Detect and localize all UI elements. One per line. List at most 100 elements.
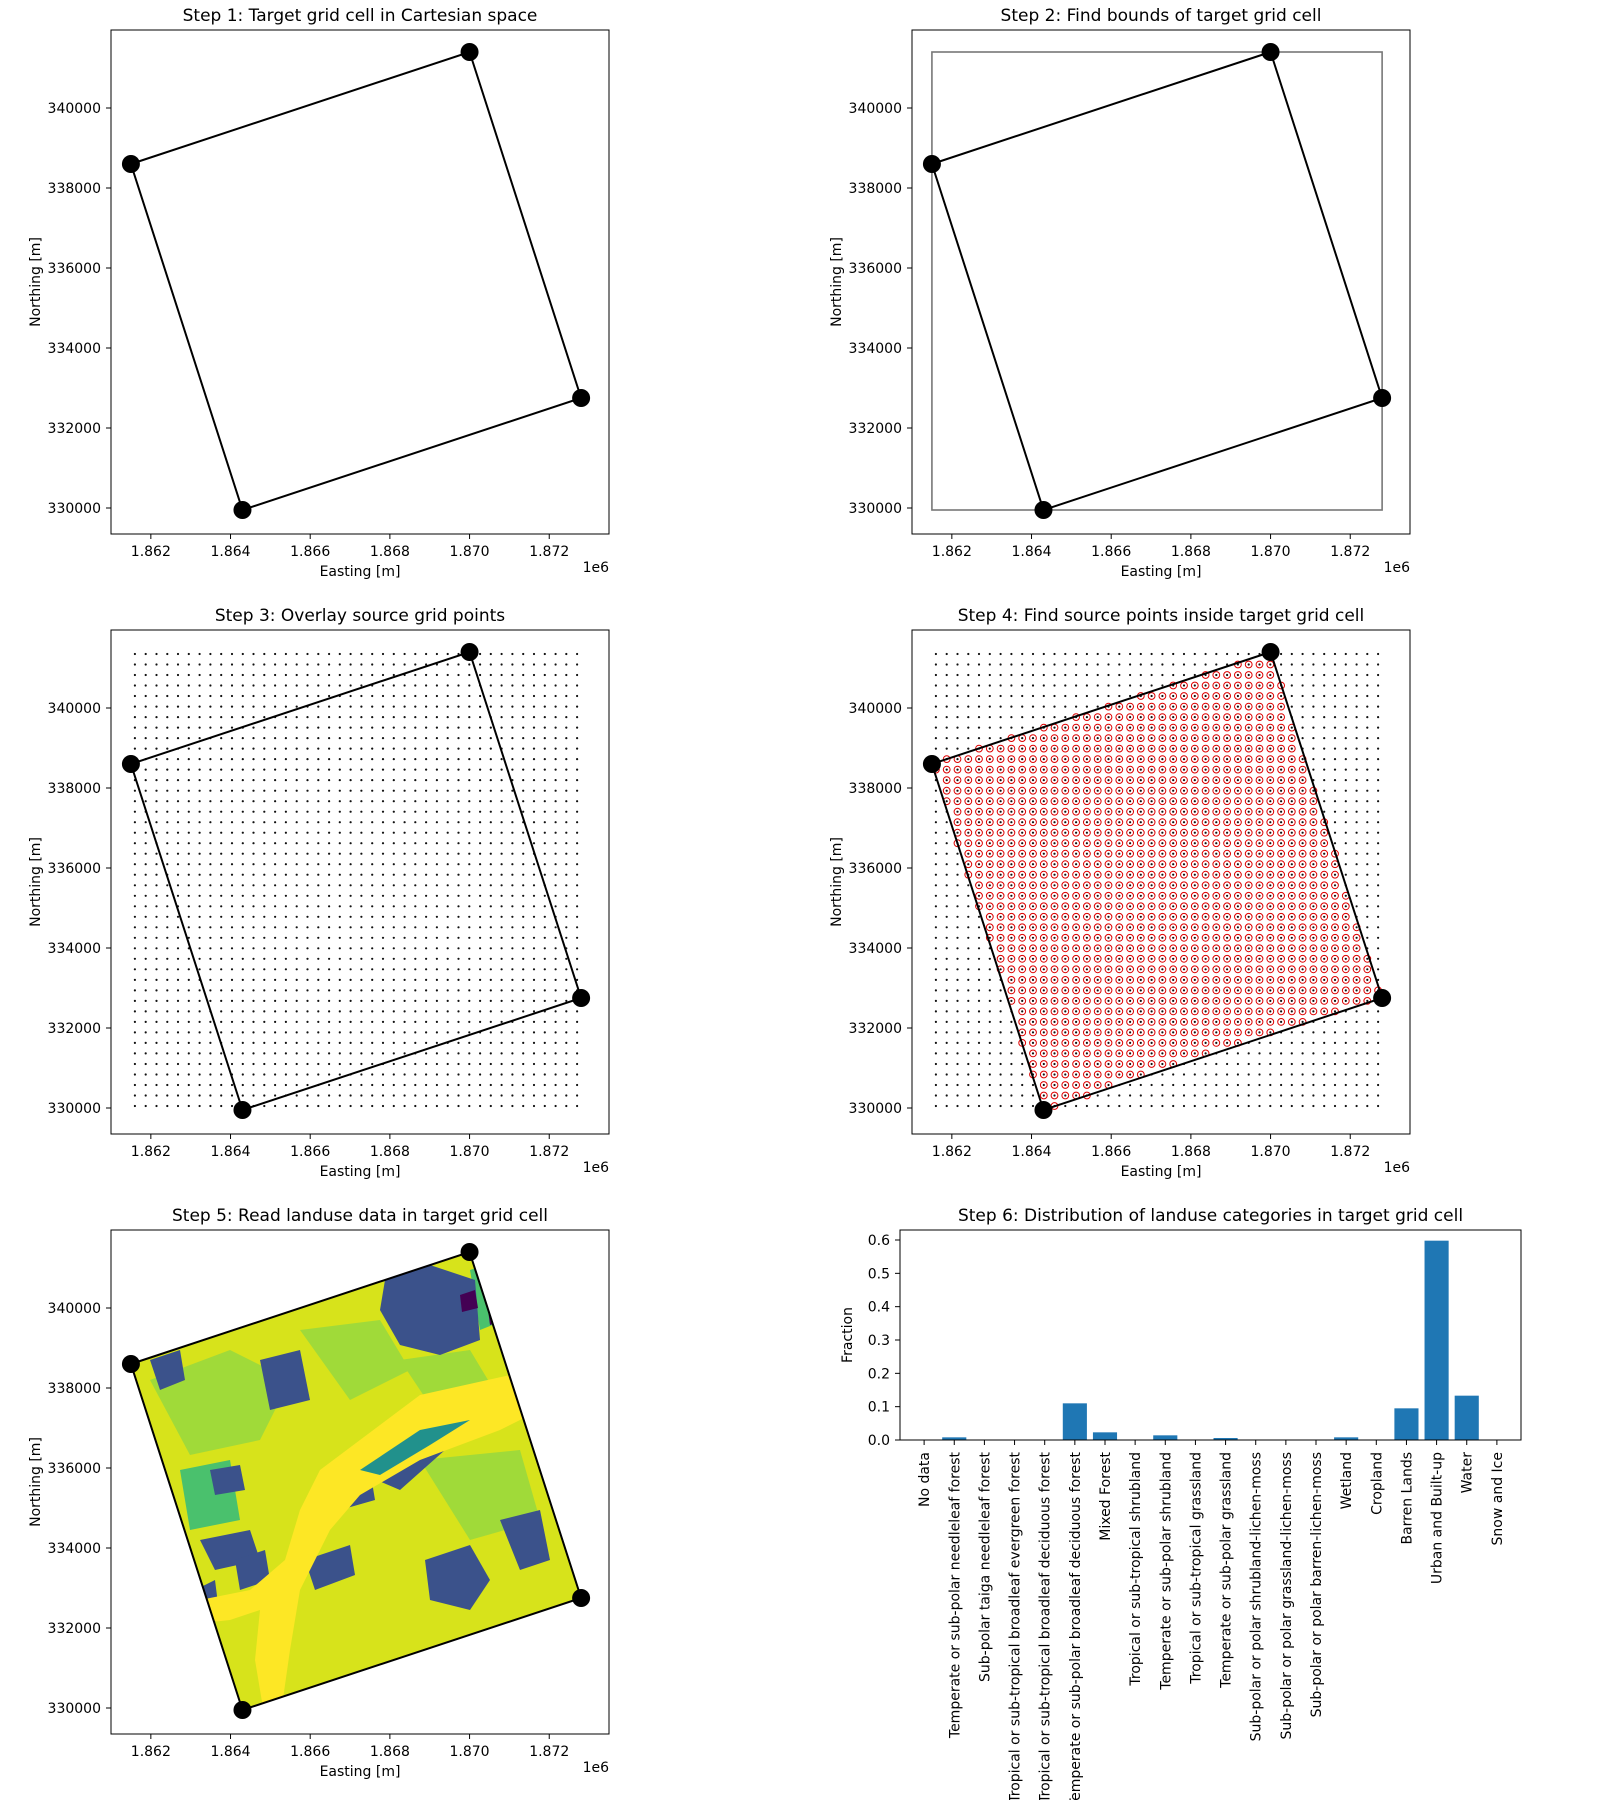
source-point (1182, 737, 1186, 740)
source-point (543, 768, 546, 771)
inside-point (1309, 881, 1318, 890)
source-point (988, 1104, 991, 1108)
source-point (187, 810, 190, 813)
source-point (956, 789, 959, 792)
source-point (371, 915, 374, 918)
source-point (554, 936, 557, 939)
inside-point (1244, 660, 1253, 669)
inside-point (1180, 986, 1188, 995)
source-point (252, 1052, 255, 1055)
source-point (479, 968, 482, 971)
inside-point (1029, 765, 1037, 774)
source-point (414, 716, 417, 719)
inside-point (1287, 965, 1296, 974)
source-point (543, 989, 546, 992)
source-point (1042, 737, 1045, 740)
inside-point (1018, 976, 1027, 984)
source-point (468, 1031, 471, 1034)
source-point (209, 758, 212, 761)
source-point (414, 726, 417, 729)
source-point (532, 1073, 536, 1076)
inside-point (1061, 734, 1070, 742)
source-point (1042, 863, 1045, 866)
source-point (414, 821, 417, 824)
source-point (187, 831, 190, 834)
inside-point (1277, 818, 1285, 827)
source-point (543, 1104, 546, 1108)
source-point (1312, 705, 1315, 708)
source-point (1323, 863, 1326, 866)
source-point (1139, 894, 1142, 897)
source-point (371, 1062, 374, 1066)
inside-point (1180, 786, 1188, 795)
source-point (317, 726, 320, 729)
inside-point (1255, 891, 1264, 900)
inside-point (1190, 797, 1199, 806)
source-point (1193, 821, 1196, 824)
source-point (1182, 821, 1186, 824)
source-point (381, 768, 385, 771)
source-point (1226, 768, 1229, 771)
source-point (1247, 779, 1250, 782)
source-point (1193, 737, 1196, 740)
source-point (1064, 936, 1067, 939)
source-point (425, 884, 428, 887)
source-point (532, 884, 536, 887)
source-point (1366, 716, 1369, 719)
source-point (446, 926, 449, 929)
source-point (338, 1104, 341, 1108)
source-point (392, 694, 395, 698)
source-point (1236, 800, 1239, 803)
inside-point (1320, 997, 1329, 1005)
source-point (1096, 936, 1099, 939)
source-point (500, 1062, 503, 1066)
inside-point (1050, 797, 1059, 806)
inside-point (1223, 692, 1231, 700)
source-point (252, 1041, 255, 1044)
inside-point (1266, 891, 1275, 900)
source-point (511, 821, 514, 824)
source-point (328, 768, 331, 771)
inside-point (1104, 944, 1113, 953)
source-point (1236, 768, 1239, 771)
inside-point (1093, 1049, 1102, 1058)
source-point (198, 999, 201, 1003)
source-point (1269, 810, 1272, 813)
source-point (1301, 947, 1304, 950)
source-point (1333, 1041, 1337, 1044)
source-point (1172, 716, 1175, 719)
source-point (1161, 1031, 1164, 1034)
source-point (479, 716, 482, 719)
source-point (306, 978, 309, 982)
source-point (220, 789, 223, 792)
source-point (1031, 1062, 1035, 1066)
source-point (457, 1104, 460, 1108)
source-point (489, 1083, 492, 1087)
source-point (468, 1052, 471, 1055)
source-point (144, 673, 147, 677)
inside-point (1298, 765, 1307, 774)
source-point (446, 842, 449, 845)
x-tick-label: 1.868 (1171, 1144, 1211, 1160)
inside-point (1190, 818, 1199, 827)
inside-point (1007, 797, 1016, 806)
source-point (295, 852, 298, 855)
source-point (500, 1031, 503, 1034)
source-point (176, 1052, 180, 1055)
source-point (1312, 726, 1315, 729)
source-point (371, 800, 374, 803)
source-point (1031, 663, 1035, 666)
source-point (1204, 1094, 1207, 1097)
source-point (176, 737, 180, 740)
source-point (220, 926, 223, 929)
source-point (1085, 989, 1088, 992)
source-point (338, 705, 341, 708)
inside-point (1223, 1007, 1231, 1016)
source-point (479, 779, 482, 782)
inside-point (1126, 965, 1134, 974)
source-point (198, 673, 201, 677)
source-point (166, 989, 169, 992)
source-point (1226, 905, 1229, 908)
inside-point (1309, 986, 1318, 995)
inside-point (1180, 776, 1188, 784)
